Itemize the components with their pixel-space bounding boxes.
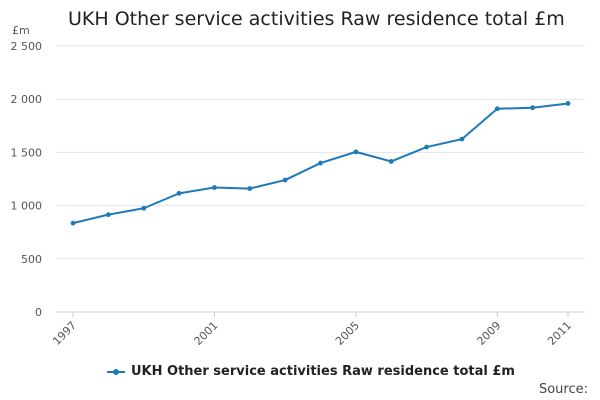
data-point[interactable] xyxy=(141,205,147,211)
legend[interactable]: UKH Other service activities Raw residen… xyxy=(107,364,515,379)
data-point[interactable] xyxy=(105,212,111,218)
data-point[interactable] xyxy=(388,159,394,164)
data-point[interactable] xyxy=(530,105,536,111)
legend-label: UKH Other service activities Raw residen… xyxy=(131,364,515,379)
data-point[interactable] xyxy=(459,136,465,142)
x-tick-label: 2005 xyxy=(333,319,362,348)
data-point[interactable] xyxy=(247,186,253,191)
y-tick-label: 2 500 xyxy=(11,40,43,53)
y-tick-label: 0 xyxy=(35,306,42,319)
y-tick-label: 1 500 xyxy=(11,146,43,159)
data-point[interactable] xyxy=(318,160,323,166)
y-axis-unit-label: £m xyxy=(12,24,30,37)
source-label: Source: xyxy=(538,382,588,397)
x-tick-label: 2001 xyxy=(192,319,221,348)
data-point[interactable] xyxy=(353,149,359,155)
legend-line-marker-icon xyxy=(107,368,125,375)
x-tick-label: 2009 xyxy=(474,319,503,348)
y-tick-label: 1 000 xyxy=(11,200,43,213)
data-point[interactable] xyxy=(282,177,288,183)
data-point[interactable] xyxy=(494,106,500,112)
x-tick-label: 2011 xyxy=(545,319,574,348)
y-tick-label: 2 000 xyxy=(11,93,43,106)
chart-title: UKH Other service activities Raw residen… xyxy=(68,8,565,30)
data-point[interactable] xyxy=(424,144,429,150)
y-tick-label: 500 xyxy=(21,253,42,266)
data-point[interactable] xyxy=(176,190,182,196)
x-tick-label: 1997 xyxy=(50,319,79,348)
data-point[interactable] xyxy=(565,101,571,106)
data-point[interactable] xyxy=(70,220,76,226)
data-point[interactable] xyxy=(212,185,217,190)
